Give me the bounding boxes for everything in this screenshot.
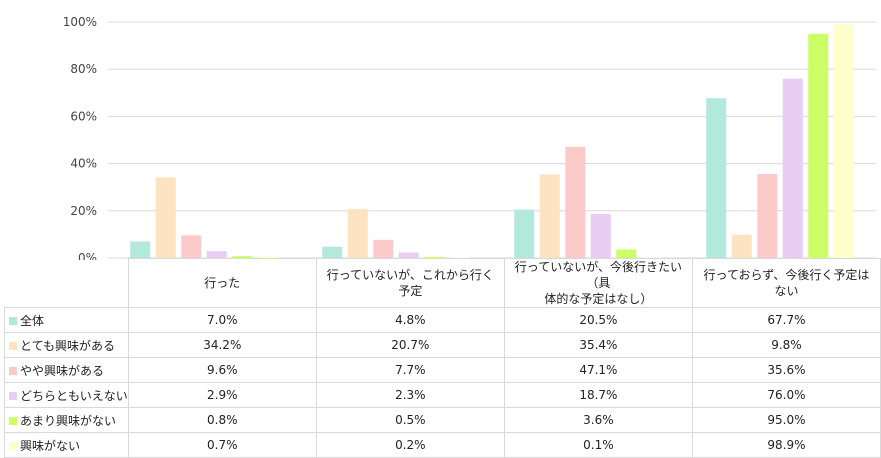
category-label: 行っていないが、これから行く予定 — [317, 267, 504, 299]
table-row: 全体 7.0%4.8%20.5%67.7% — [5, 308, 881, 333]
category-header: 行っていないが、これから行く予定 — [316, 259, 504, 308]
category-header: 行った — [128, 259, 316, 308]
data-label: 67.7% — [692, 308, 880, 333]
data-label: 9.6% — [128, 358, 316, 383]
bar — [808, 34, 828, 258]
data-label: 98.9% — [692, 433, 880, 458]
legend-swatch — [9, 342, 17, 350]
y-tick-label: 60% — [70, 109, 97, 123]
data-table: 行った 行っていないが、これから行く予定行っていないが、今後行きたい（具体的な予定… — [4, 258, 881, 458]
legend-swatch — [9, 442, 17, 450]
category-label-line: 行っていないが、これから行く予定 — [327, 268, 494, 298]
bar — [834, 25, 854, 258]
data-label: 2.3% — [316, 383, 504, 408]
category-label-line: 体的な予定はなし） — [544, 292, 652, 306]
bar — [322, 247, 342, 258]
series-name: あまり興味がない — [20, 414, 116, 428]
data-label: 20.5% — [504, 308, 692, 333]
data-label: 2.9% — [128, 383, 316, 408]
data-label: 34.2% — [128, 333, 316, 358]
data-label: 0.5% — [316, 408, 504, 433]
category-header: 行っていないが、今後行きたい（具体的な予定はなし） — [504, 259, 692, 308]
category-label-line: 行っていないが、今後行きたい（具 — [515, 260, 682, 290]
data-label: 4.8% — [316, 308, 504, 333]
data-label: 47.1% — [504, 358, 692, 383]
data-label: 35.6% — [692, 358, 880, 383]
legend-entry: とても興味がある — [5, 333, 129, 358]
bar — [373, 240, 393, 258]
bar — [591, 214, 611, 258]
bar — [514, 210, 534, 258]
legend-entry: 全体 — [5, 308, 129, 333]
series-name: やや興味がある — [20, 364, 104, 378]
bar — [783, 79, 803, 258]
data-label: 9.8% — [692, 333, 880, 358]
data-label: 95.0% — [692, 408, 880, 433]
bar — [616, 250, 636, 258]
legend-swatch — [9, 367, 17, 375]
y-axis: 0%20%40%60%80%100% — [63, 15, 97, 260]
series-name: どちらともいえない — [20, 389, 128, 403]
category-label: 行っておらず、今後行く予定はない — [693, 267, 880, 299]
data-label: 0.8% — [128, 408, 316, 433]
legend-swatch — [9, 417, 17, 425]
category-label: 行った — [198, 275, 246, 291]
category-label: 行っていないが、今後行きたい（具体的な予定はなし） — [505, 259, 692, 307]
bar — [565, 147, 585, 258]
bar — [156, 177, 176, 258]
category-label-line: 行っておらず、今後行く予定はない — [703, 268, 869, 298]
category-header: 行っておらず、今後行く予定はない — [692, 259, 880, 308]
y-tick-label: 20% — [70, 204, 97, 218]
bar — [207, 251, 227, 258]
y-tick-label: 100% — [63, 15, 97, 29]
data-label: 7.0% — [128, 308, 316, 333]
series-name: とても興味がある — [20, 339, 115, 353]
data-label: 76.0% — [692, 383, 880, 408]
data-label: 3.6% — [504, 408, 692, 433]
table-row: あまり興味がない 0.8%0.5%3.6%95.0% — [5, 408, 881, 433]
bar — [757, 174, 777, 258]
bars — [130, 25, 854, 258]
legend-swatch — [9, 392, 17, 400]
bar — [181, 235, 201, 258]
table-row: とても興味がある 34.2%20.7%35.4%9.8% — [5, 333, 881, 358]
data-label: 0.2% — [316, 433, 504, 458]
data-label: 0.7% — [128, 433, 316, 458]
category-label-line: 行った — [204, 276, 240, 290]
legend-swatch — [9, 317, 17, 325]
table-row: やや興味がある 9.6%7.7%47.1%35.6% — [5, 358, 881, 383]
y-tick-label: 40% — [70, 157, 97, 171]
table-corner — [5, 259, 129, 308]
data-label: 0.1% — [504, 433, 692, 458]
series-name: 全体 — [20, 314, 44, 328]
series-name: 興味がない — [20, 439, 80, 453]
bar — [348, 209, 368, 258]
legend-entry: どちらともいえない — [5, 383, 129, 408]
data-label: 35.4% — [504, 333, 692, 358]
legend-entry: やや興味がある — [5, 358, 129, 383]
bar — [540, 174, 560, 258]
bar — [130, 241, 150, 258]
bar-chart: 0%20%40%60%80%100% — [0, 0, 881, 260]
bar — [706, 98, 726, 258]
y-tick-label: 80% — [70, 62, 97, 76]
legend-entry: あまり興味がない — [5, 408, 129, 433]
data-label: 18.7% — [504, 383, 692, 408]
data-label: 20.7% — [316, 333, 504, 358]
table-row: 興味がない 0.7%0.2%0.1%98.9% — [5, 433, 881, 458]
legend-entry: 興味がない — [5, 433, 129, 458]
bar — [732, 235, 752, 258]
data-label: 7.7% — [316, 358, 504, 383]
